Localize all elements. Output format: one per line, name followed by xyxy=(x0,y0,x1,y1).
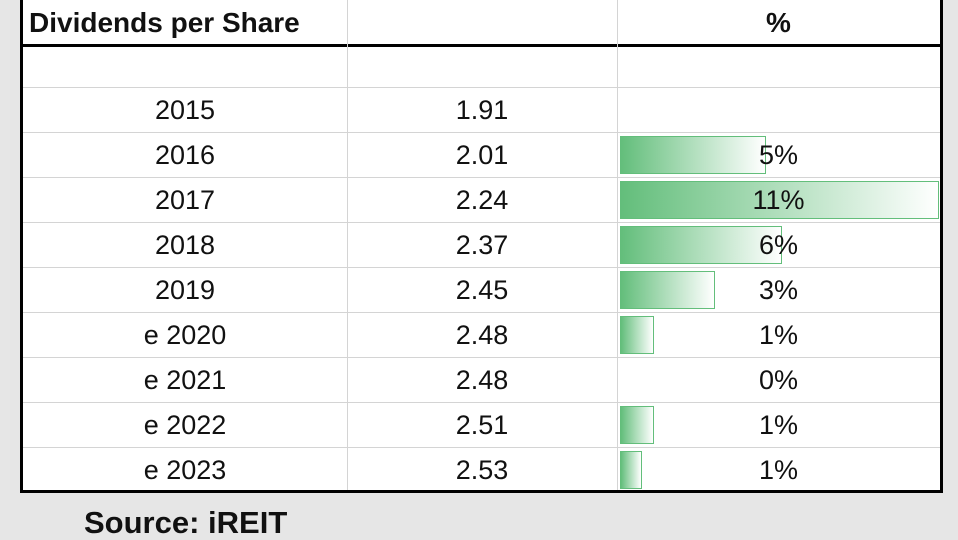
row-line xyxy=(23,402,940,403)
row-line xyxy=(23,447,940,448)
year: 2016 xyxy=(154,140,216,170)
year: 2019 xyxy=(154,275,216,305)
row-line xyxy=(23,87,940,88)
growth-label: 11% xyxy=(752,185,805,215)
row-line xyxy=(23,267,940,268)
row-line xyxy=(23,222,940,223)
year: 2018 xyxy=(154,230,216,260)
dps: 1.91 xyxy=(455,95,509,125)
dps: 2.48 xyxy=(455,320,509,350)
header-label: Dividends per Share xyxy=(29,7,300,38)
data-bar xyxy=(620,271,716,309)
growth-label: 0% xyxy=(758,365,799,395)
data-bar xyxy=(620,451,643,489)
year: 2017 xyxy=(154,185,216,215)
col-line xyxy=(347,0,348,490)
dps: 2.45 xyxy=(455,275,509,305)
year: e 2022 xyxy=(143,410,227,440)
growth-label: 1% xyxy=(758,410,799,440)
source: Source: iREIT xyxy=(84,505,288,540)
year: e 2023 xyxy=(143,455,227,485)
table: Dividends per Share % 2015 1.91 2016 2.01 5%… xyxy=(20,0,943,493)
dps: 2.01 xyxy=(455,140,509,170)
dps: 2.24 xyxy=(455,185,509,215)
dps: 2.51 xyxy=(455,410,509,440)
dps: 2.48 xyxy=(455,365,509,395)
growth-label: 6% xyxy=(758,230,799,260)
data-bar xyxy=(620,316,654,354)
dps: 2.53 xyxy=(455,455,509,485)
data-bar xyxy=(620,226,783,264)
row-line xyxy=(23,177,940,178)
year: e 2021 xyxy=(143,365,227,395)
growth-label: 1% xyxy=(758,455,799,485)
dps: 2.37 xyxy=(455,230,509,260)
data-bar xyxy=(620,136,766,174)
year: 2015 xyxy=(154,95,216,125)
growth-label: 5% xyxy=(758,140,799,170)
year: e 2020 xyxy=(143,320,227,350)
data-bar xyxy=(620,181,939,219)
row-line xyxy=(23,132,940,133)
header-rule xyxy=(23,44,940,47)
row-line xyxy=(23,312,940,313)
row-line xyxy=(23,357,940,358)
growth-label: 3% xyxy=(758,275,799,305)
header-pct: % xyxy=(766,7,791,38)
growth-label: 1% xyxy=(758,320,799,350)
data-bar xyxy=(620,406,654,444)
col-line xyxy=(617,0,618,490)
